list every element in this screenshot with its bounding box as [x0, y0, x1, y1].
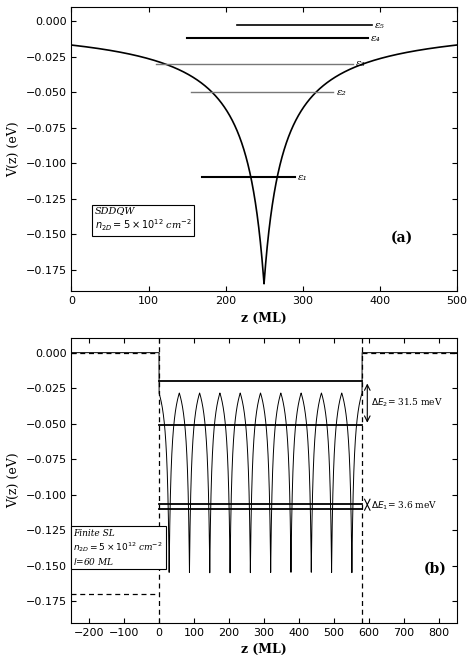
Text: (b): (b): [423, 562, 446, 576]
Y-axis label: V(z) (eV): V(z) (eV): [7, 121, 20, 177]
Text: $\Delta E_1$= 3.6 meV: $\Delta E_1$= 3.6 meV: [371, 500, 437, 512]
Y-axis label: V(z) (eV): V(z) (eV): [7, 453, 20, 509]
Text: SDDQW
$n_{2D}=5\times10^{12}$ cm$^{-2}$: SDDQW $n_{2D}=5\times10^{12}$ cm$^{-2}$: [95, 206, 191, 233]
Text: ε₄: ε₄: [371, 34, 381, 42]
Text: (a): (a): [391, 231, 413, 245]
X-axis label: z (ML): z (ML): [241, 643, 287, 656]
Text: ε₅: ε₅: [375, 21, 385, 30]
Text: ε₁: ε₁: [298, 173, 308, 182]
Text: ε₂: ε₂: [337, 88, 346, 97]
Text: ε₃: ε₃: [356, 59, 365, 68]
Text: $\Delta E_2$= 31.5 meV: $\Delta E_2$= 31.5 meV: [371, 397, 443, 409]
Text: Finite SL
$n_{2D}=5\times10^{12}$ cm$^{-2}$
$l$=60 ML: Finite SL $n_{2D}=5\times10^{12}$ cm$^{-…: [73, 529, 163, 567]
X-axis label: z (ML): z (ML): [241, 312, 287, 325]
